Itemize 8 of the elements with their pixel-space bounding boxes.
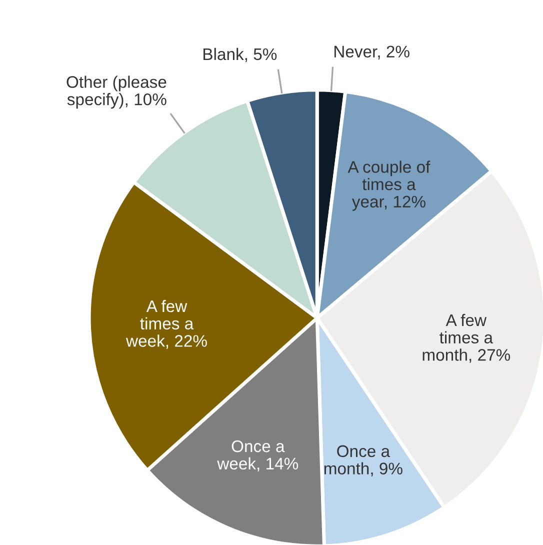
slice-label: Never, 2% — [334, 46, 410, 60]
slice-label: Once a month, 9% — [324, 445, 402, 476]
slice-label: A couple of times a year, 12% — [348, 160, 430, 211]
slice-label: Other (please specify), 10% — [66, 76, 166, 109]
slice-label: A few times a month, 27% — [422, 314, 510, 363]
slice-label: A few times a week, 22% — [126, 300, 207, 349]
slice-label: Blank, 5% — [204, 48, 277, 62]
slice-label: Once a week, 14% — [217, 440, 298, 472]
